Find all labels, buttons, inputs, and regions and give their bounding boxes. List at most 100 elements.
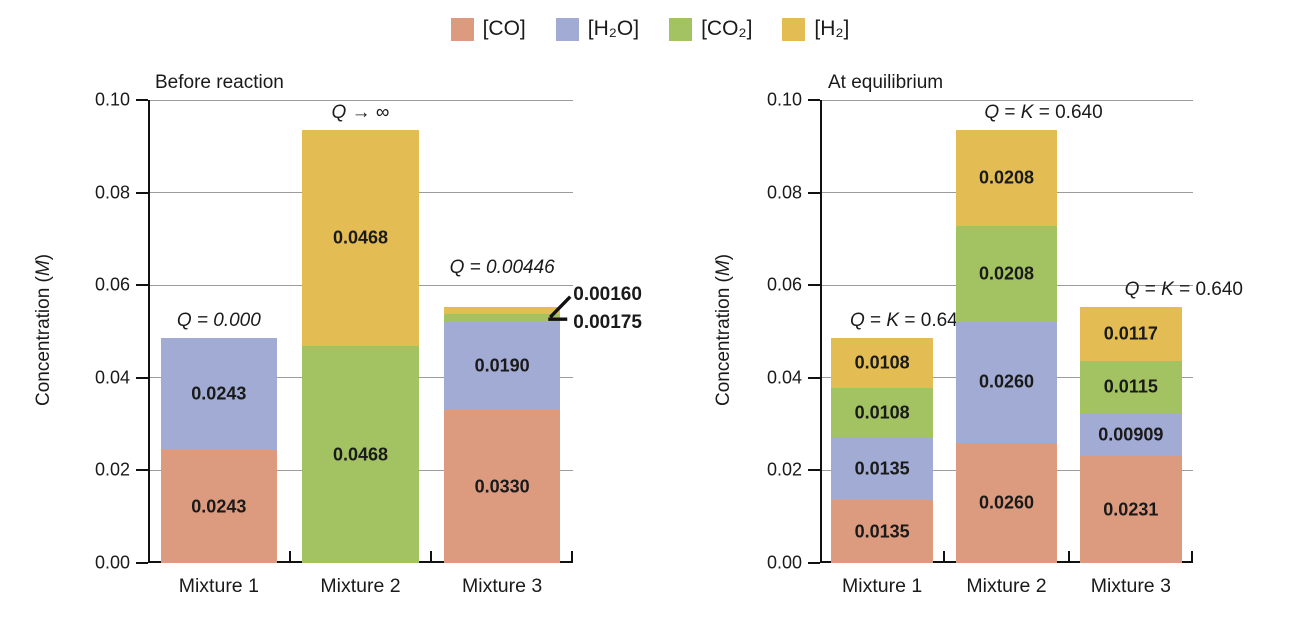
- segment-h2: [831, 337, 934, 388]
- annotation-text: K: [1020, 101, 1034, 123]
- legend-label-h2o: [H₂O]: [587, 17, 640, 40]
- segment-h2o: [955, 322, 1058, 443]
- segment-co2: [1079, 360, 1182, 414]
- y-axis-line: [148, 100, 150, 563]
- x-axis-tick: [943, 551, 945, 561]
- y-tick-label: 0.00: [766, 552, 802, 573]
- bar-annotation: Q = 0.000: [177, 310, 261, 332]
- segment-value-label: 0.0468: [332, 227, 389, 248]
- bar-annotation: Q = K = 0.640: [1125, 279, 1243, 301]
- segment-co: [955, 442, 1058, 563]
- segment-co2: [444, 314, 561, 323]
- y-axis-line: [820, 100, 822, 563]
- legend-swatch-co: [450, 17, 474, 41]
- legend-label-co: [CO]: [482, 17, 526, 40]
- legend-item-co2: [CO₂]: [669, 17, 752, 41]
- annotation-text: → ∞: [346, 101, 390, 123]
- x-axis-category-label: Mixture 1: [842, 575, 923, 597]
- y-axis-title-italic-m: M: [713, 260, 734, 277]
- y-tick-label: 0.06: [766, 274, 802, 295]
- legend-item-co: [CO]: [450, 17, 526, 41]
- segment-value-label: 0.0208: [978, 167, 1035, 188]
- segment-h2: [955, 129, 1058, 226]
- segment-h2: [1079, 306, 1182, 361]
- plot-area-before-reaction: 0.00 0.02 0.04 0.06 0.08 0.10 0.0243 0.0243 Q = …: [95, 90, 642, 598]
- panel-title-at-equilibrium: At equilibrium: [828, 72, 944, 93]
- annotation-text: = 0.640: [899, 309, 969, 331]
- annotation-text: Q = 0.000: [176, 309, 261, 331]
- legend-swatch-h2o: [555, 17, 579, 41]
- segment-value-label: 0.0231: [1103, 499, 1159, 520]
- x-axis-category-label: Mixture 2: [320, 575, 401, 597]
- y-tick: [136, 562, 148, 564]
- y-tick-label: 0.02: [94, 459, 130, 480]
- segment-value-label: 0.0243: [191, 383, 247, 404]
- segment-value-label: 0.00909: [1098, 424, 1164, 445]
- annotation-text: Q: [984, 101, 1000, 123]
- annotation-text: =: [1139, 278, 1162, 300]
- y-axis-title-italic-m: M: [33, 260, 54, 277]
- gridline: [820, 99, 1193, 101]
- segment-value-label: 0.0190: [474, 355, 530, 376]
- segment-value-label: 0.0108: [854, 352, 910, 373]
- annotation-text: = 0.640: [1033, 101, 1103, 123]
- segment-h2: [302, 129, 419, 347]
- legend: [CO] [H₂O] [CO₂] [H₂]: [0, 17, 1300, 41]
- segment-value-label: 0.0108: [854, 402, 910, 423]
- segment-value-label: 0.0208: [978, 263, 1035, 284]
- segment-value-label: 0.0468: [332, 444, 389, 465]
- x-axis-tick: [289, 551, 291, 561]
- segment-co2: [302, 346, 419, 563]
- segment-co2: [955, 225, 1058, 323]
- y-tick-label: 0.10: [766, 89, 802, 110]
- segment-value-label: 0.0260: [978, 492, 1035, 513]
- annotation-text: Q: [849, 309, 865, 331]
- y-tick-label: 0.04: [94, 367, 130, 388]
- x-axis-tick: [571, 551, 573, 561]
- bar-annotation: Q = 0.00446: [450, 257, 555, 279]
- x-axis-tick: [430, 551, 432, 561]
- x-axis-category-label: Mixture 3: [462, 575, 543, 597]
- y-tick: [136, 99, 148, 101]
- legend-item-h2: [H₂]: [782, 17, 849, 41]
- y-tick: [136, 376, 148, 379]
- legend-item-h2o: [H₂O]: [555, 17, 640, 41]
- segment-h2o: [831, 437, 934, 501]
- annotation-text: K: [886, 309, 900, 331]
- bar-annotation: Q → ∞: [332, 102, 390, 124]
- x-axis-category-label: Mixture 1: [178, 575, 259, 597]
- annotation-text: =: [864, 309, 887, 331]
- annotation-text: K: [1161, 278, 1174, 300]
- legend-swatch-co2: [669, 17, 693, 41]
- annotation-text: Q = 0.00446: [449, 256, 555, 278]
- annotation-text: =: [999, 101, 1021, 123]
- bar-annotation: Q = K = 0.640: [984, 102, 1102, 124]
- segment-co: [444, 410, 561, 563]
- segment-value-label: 0.0260: [978, 371, 1035, 392]
- segment-value-label: 0.0243: [191, 496, 247, 517]
- annotation-text: Q: [1124, 278, 1140, 300]
- segment-value-label: 0.0115: [1103, 376, 1158, 397]
- x-axis-category-label: Mixture 3: [1090, 575, 1171, 597]
- annotation-text: Q: [331, 101, 347, 123]
- y-tick: [136, 191, 148, 194]
- segment-co: [1079, 456, 1182, 563]
- bar-annotation: Q = K = 0.640: [850, 310, 968, 332]
- legend-swatch-h2: [782, 17, 806, 41]
- segment-h2o: [160, 337, 277, 451]
- segment-co: [160, 450, 277, 563]
- callout-label: 0.00175: [573, 312, 642, 334]
- panel-title-before-reaction: Before reaction: [155, 72, 284, 93]
- segment-h2o: [444, 322, 561, 411]
- legend-label-co2: [CO₂]: [701, 17, 753, 40]
- annotation-text: = 0.640: [1173, 278, 1243, 300]
- y-tick: [808, 562, 820, 564]
- y-tick: [136, 469, 148, 472]
- segment-value-label: 0.0117: [1103, 323, 1158, 344]
- callout-label: 0.00160: [573, 283, 642, 305]
- x-axis-tick: [1191, 551, 1193, 561]
- y-tick: [808, 191, 820, 194]
- y-tick-label: 0.04: [766, 367, 802, 388]
- y-axis-title-text: ): [33, 253, 54, 261]
